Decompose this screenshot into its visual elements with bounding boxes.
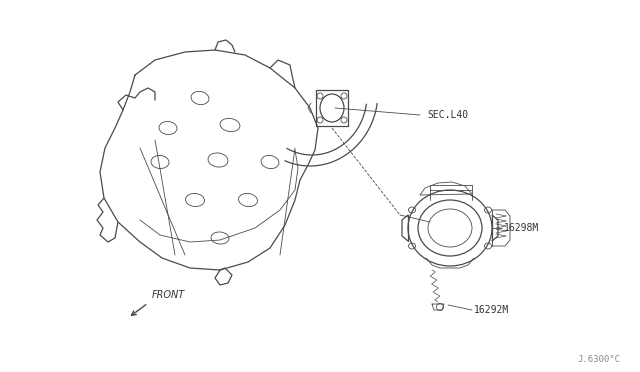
Text: 16292M: 16292M xyxy=(474,305,509,315)
Text: FRONT: FRONT xyxy=(152,290,185,300)
Text: SEC.L40: SEC.L40 xyxy=(427,110,468,120)
Text: J.6300°C: J.6300°C xyxy=(577,356,620,365)
Text: 16298M: 16298M xyxy=(504,223,540,233)
